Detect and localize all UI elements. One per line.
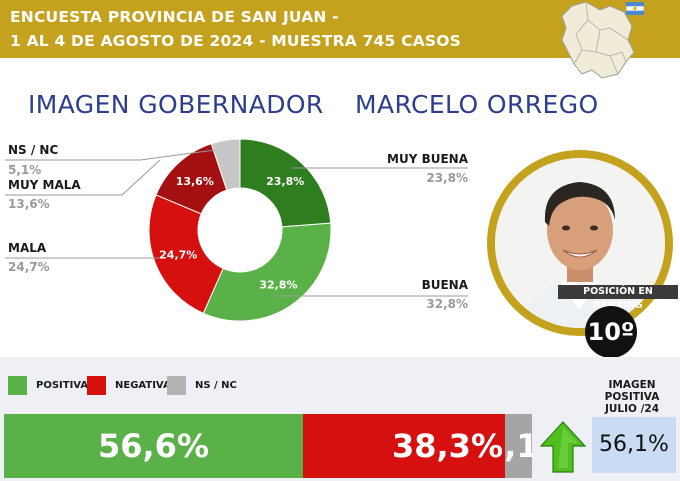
july-value: 56,1% [592, 417, 676, 473]
legend-swatch-positiva [8, 376, 27, 395]
ranking-value: 10º [585, 306, 637, 358]
label-muy-mala: MUY MALA [8, 178, 81, 192]
legend-item-negativa: NEGATIVA [87, 376, 171, 395]
legend-label-negativa: NEGATIVA [115, 380, 171, 391]
candidate-portrait [495, 158, 665, 328]
label-muy-buena: MUY BUENA [387, 152, 468, 166]
donut-slice-buena [202, 222, 332, 322]
donut-slice-mala [148, 194, 224, 314]
legend-label-ns-nc: NS / NC [195, 380, 237, 391]
legend-item-positiva: POSITIVA [8, 376, 88, 395]
value-mala: 24,7% [8, 260, 50, 274]
label-buena: BUENA [421, 278, 468, 292]
july-title-line-1: IMAGEN [608, 379, 656, 391]
donut-slice-ns-nc [210, 138, 241, 191]
bar-value-label-negativa: 38,3% [391, 427, 503, 465]
donut-slice-muy-buena [239, 138, 332, 228]
donut-chart: 23,8% 32,8% 24,7% 13,6% [148, 138, 332, 322]
legend-swatch-ns-nc [167, 376, 186, 395]
bar-segment-ns-nc: 5,1% [505, 414, 532, 478]
donut-value-label-muy-buena: 23,8% [266, 175, 304, 188]
value-ns-nc: 5,1% [8, 163, 42, 177]
donut-value-label-mala: 24,7% [159, 249, 197, 262]
header-line-1: ENCUESTA PROVINCIA DE SAN JUAN - [10, 8, 339, 26]
header-line-2: 1 AL 4 DE AGOSTO DE 2024 - MUESTRA 745 C… [10, 32, 461, 50]
san-juan-map-icon [561, 1, 635, 79]
bar-segment-positiva: 56,6% [4, 414, 303, 478]
legend-item-ns-nc: NS / NC [167, 376, 237, 395]
donut-value-label-buena: 32,8% [259, 278, 297, 291]
july-title-line-3: JULIO /24 [604, 403, 660, 415]
value-muy-buena: 23,8% [426, 171, 468, 185]
legend-swatch-negativa [87, 376, 106, 395]
value-muy-mala: 13,6% [8, 197, 50, 211]
label-ns-nc: NS / NC [8, 143, 59, 157]
bar-segment-negativa: 38,3% [303, 414, 505, 478]
title-imagen-gobernador: IMAGEN GOBERNADOR [28, 90, 324, 119]
july-title-line-2: POSITIVA [604, 391, 660, 403]
bar-value-label-positiva: 56,6% [97, 427, 209, 465]
value-buena: 32,8% [426, 297, 468, 311]
title-candidate-name: MARCELO ORREGO [355, 90, 599, 119]
up-arrow-icon [540, 421, 586, 473]
flag-icon [626, 2, 644, 15]
july-title: IMAGEN POSITIVA JULIO /24 [596, 379, 668, 415]
label-mala: MALA [8, 241, 47, 255]
ranking-label: POSICIÓN EN RANKING [558, 285, 678, 311]
legend-label-positiva: POSITIVA [36, 380, 89, 391]
donut-value-label-muy-mala: 13,6% [176, 175, 214, 188]
bar-value-label-ns-nc: 5,1% [505, 427, 532, 465]
